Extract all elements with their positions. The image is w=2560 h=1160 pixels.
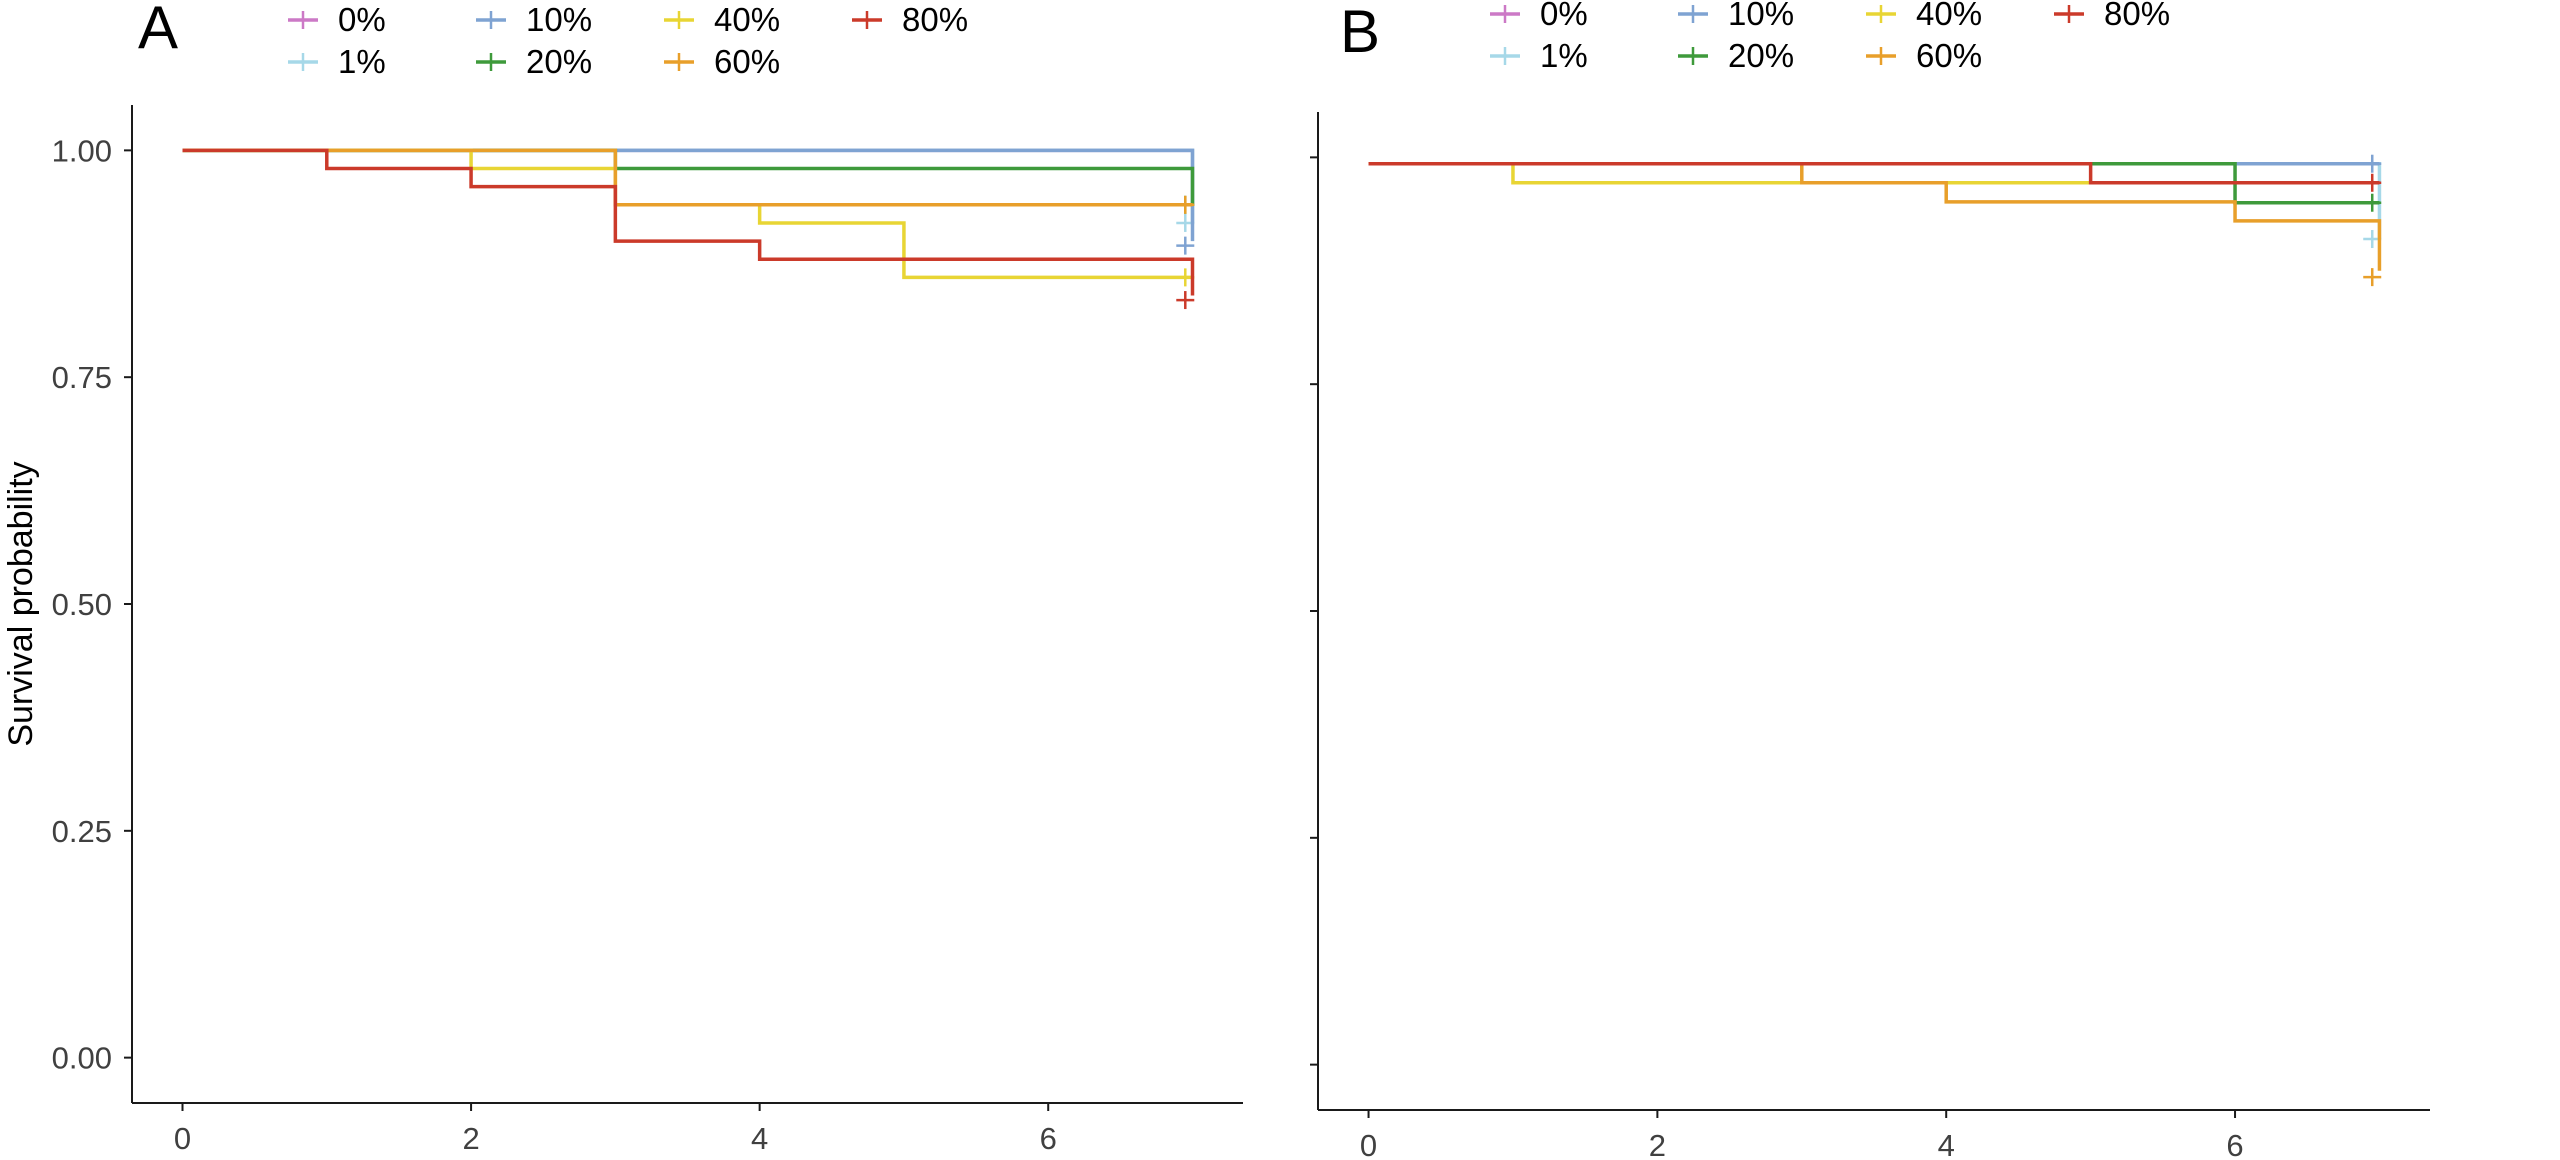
censor-mark-80pct xyxy=(1176,291,1195,310)
series-line-60pct xyxy=(182,148,1193,207)
legend-item-20pct: 20% xyxy=(476,43,592,80)
legend-item-10pct: 10% xyxy=(476,1,592,38)
legend-item-40pct: 40% xyxy=(1866,0,1982,32)
censor-mark-10pct xyxy=(1176,236,1195,255)
x-tick-label: 6 xyxy=(2226,1128,2243,1160)
legend-label: 1% xyxy=(1540,37,1588,74)
legend-item-80pct: 80% xyxy=(2054,0,2170,32)
legend-label: 60% xyxy=(714,43,780,80)
legend-label: 10% xyxy=(1728,0,1794,32)
x-tick-label: 2 xyxy=(462,1121,479,1156)
legend-item-1pct: 1% xyxy=(1490,37,1588,74)
legend-label: 10% xyxy=(526,1,592,38)
series-line-20pct xyxy=(182,148,1195,205)
legend-label: 80% xyxy=(902,1,968,38)
panel-b: B0 2 4 60% 10% 40% 80%1% 20% 60% xyxy=(1310,0,2430,1160)
legend-item-60pct: 60% xyxy=(1866,37,1982,74)
censor-mark-80pct xyxy=(2363,173,2382,192)
x-tick-label: 0 xyxy=(1360,1128,1377,1160)
legend-label: 20% xyxy=(1728,37,1794,74)
series-line-10pct xyxy=(182,148,1195,242)
legend-item-0pct: 0% xyxy=(1490,0,1588,32)
series-line-60pct xyxy=(1368,161,2382,271)
legend-label: 80% xyxy=(2104,0,2170,32)
series-line-1pct xyxy=(182,148,1195,223)
legend-item-40pct: 40% xyxy=(664,1,780,38)
censor-mark-60pct xyxy=(2363,268,2382,287)
censor-mark-10pct xyxy=(2363,154,2382,173)
legend-label: 0% xyxy=(1540,0,1588,32)
censor-mark-60pct xyxy=(1176,195,1195,214)
censor-mark-20pct xyxy=(2363,193,2382,212)
panel-label: A xyxy=(138,0,178,61)
panel-a: A 0.00 0.25 0.50 0.75 1.00 0 2 4 6 Survival probab… xyxy=(2,0,1243,1156)
x-tick-label: 6 xyxy=(1040,1121,1057,1156)
legend-item-80pct: 80% xyxy=(852,1,968,38)
y-tick-label: 0.50 xyxy=(52,587,112,622)
x-tick-label: 4 xyxy=(1938,1128,1955,1160)
legend-item-10pct: 10% xyxy=(1678,0,1794,32)
series-line-80pct xyxy=(1368,161,2380,185)
legend-label: 1% xyxy=(338,43,386,80)
x-tick-label: 2 xyxy=(1649,1128,1666,1160)
y-tick-label: 1.00 xyxy=(52,133,112,168)
x-tick-label: 0 xyxy=(174,1121,191,1156)
legend-label: 0% xyxy=(338,1,386,38)
legend-label: 40% xyxy=(1916,0,1982,32)
y-axis-title: Survival probability xyxy=(2,461,40,746)
legend-item-1pct: 1% xyxy=(288,43,386,80)
y-tick-label: 0.00 xyxy=(52,1041,112,1076)
legend-item-60pct: 60% xyxy=(664,43,780,80)
legend-item-0pct: 0% xyxy=(288,1,386,38)
y-tick-label: 0.75 xyxy=(52,360,112,395)
legend-label: 60% xyxy=(1916,37,1982,74)
x-tick-label: 4 xyxy=(751,1121,768,1156)
series-line-80pct xyxy=(182,148,1195,296)
legend-label: 20% xyxy=(526,43,592,80)
legend-label: 40% xyxy=(714,1,780,38)
y-tick-label: 0.25 xyxy=(52,814,112,849)
panel-label: B xyxy=(1340,0,1380,65)
legend-item-20pct: 20% xyxy=(1678,37,1794,74)
